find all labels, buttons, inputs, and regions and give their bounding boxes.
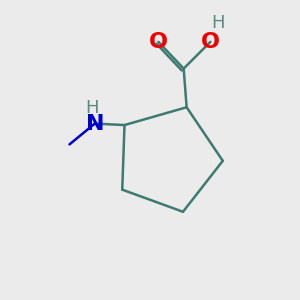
Text: H: H — [211, 14, 225, 32]
Text: H: H — [86, 99, 99, 117]
Text: O: O — [149, 32, 168, 52]
Text: O: O — [201, 32, 220, 52]
Text: N: N — [85, 114, 104, 134]
